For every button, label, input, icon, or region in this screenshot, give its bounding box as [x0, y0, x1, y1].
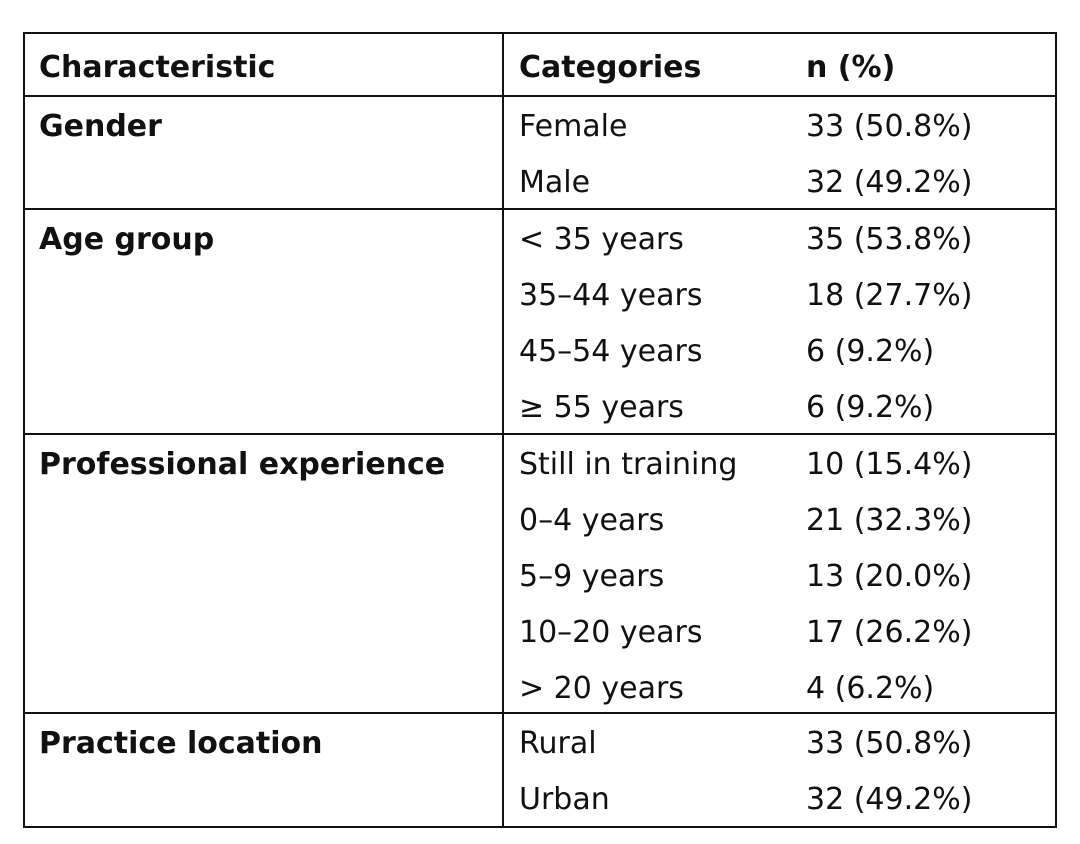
row-divider [25, 433, 1055, 435]
category-cell: < 35 years [519, 222, 684, 257]
category-cell: Urban [519, 782, 610, 817]
value-cell: 33 (50.8%) [806, 109, 973, 144]
category-cell: Female [519, 109, 628, 144]
category-cell: 45–54 years [519, 334, 703, 369]
value-cell: 6 (9.2%) [806, 334, 935, 369]
value-cell: 21 (32.3%) [806, 503, 973, 538]
category-cell: 5–9 years [519, 559, 665, 594]
category-cell: 10–20 years [519, 615, 703, 650]
column-divider [502, 34, 504, 826]
characteristic-label: Age group [39, 222, 215, 257]
value-cell: 32 (49.2%) [806, 782, 973, 817]
value-cell: 10 (15.4%) [806, 447, 973, 482]
category-cell: Rural [519, 726, 597, 761]
category-cell: ≥ 55 years [519, 390, 684, 425]
value-cell: 17 (26.2%) [806, 615, 973, 650]
category-cell: 0–4 years [519, 503, 665, 538]
value-cell: 13 (20.0%) [806, 559, 973, 594]
characteristic-label: Professional experience [39, 447, 446, 482]
value-cell: 35 (53.8%) [806, 222, 973, 257]
row-divider [25, 712, 1055, 714]
header-categories: Categories [519, 50, 702, 85]
value-cell: 18 (27.7%) [806, 278, 973, 313]
row-divider [25, 208, 1055, 210]
value-cell: 33 (50.8%) [806, 726, 973, 761]
category-cell: Male [519, 165, 591, 200]
category-cell: > 20 years [519, 671, 684, 706]
category-cell: 35–44 years [519, 278, 703, 313]
characteristics-table: Characteristic Categories n (%) Gender F… [23, 32, 1057, 828]
characteristic-label: Gender [39, 109, 162, 144]
category-cell: Still in training [519, 447, 738, 482]
characteristic-label: Practice location [39, 726, 323, 761]
header-characteristic: Characteristic [39, 50, 276, 85]
value-cell: 4 (6.2%) [806, 671, 935, 706]
row-divider [25, 95, 1055, 97]
header-n-percent: n (%) [806, 50, 896, 85]
value-cell: 6 (9.2%) [806, 390, 935, 425]
value-cell: 32 (49.2%) [806, 165, 973, 200]
